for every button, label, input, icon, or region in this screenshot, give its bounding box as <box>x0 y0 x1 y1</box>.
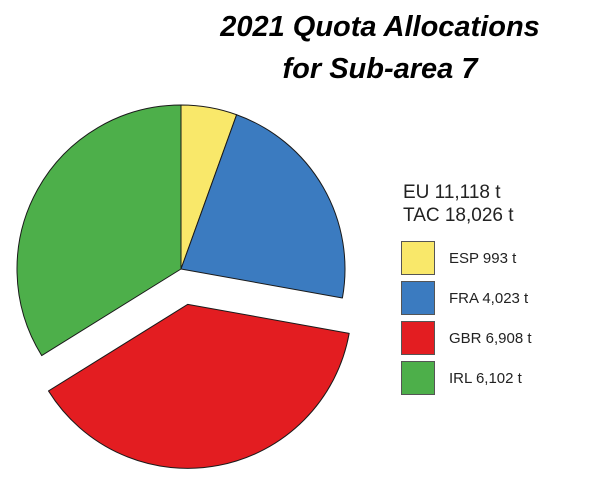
pie-slice-fra <box>180 114 346 299</box>
legend-swatch-fra <box>401 281 435 315</box>
chart-title-line-2: for Sub-area 7 <box>282 53 478 85</box>
totals-block: EU 11,118 t TAC 18,026 t <box>403 181 514 227</box>
legend-label-fra: FRA 4,023 t <box>449 290 529 307</box>
legend-swatch-esp <box>401 241 435 275</box>
pie-slice-irl <box>16 104 182 357</box>
chart-title-line-1: 2021 Quota Allocations <box>220 11 540 43</box>
legend-label-esp: ESP 993 t <box>449 250 517 267</box>
chart-title: 2021 Quota Allocations for Sub-area 7 <box>180 6 580 90</box>
pie-chart <box>16 104 350 469</box>
legend-label-irl: IRL 6,102 t <box>449 370 522 387</box>
legend-swatch-irl <box>401 361 435 395</box>
pie-slice-gbr <box>47 303 350 469</box>
legend-label-gbr: GBR 6,908 t <box>449 330 532 347</box>
legend-swatch-gbr <box>401 321 435 355</box>
eu-total: EU 11,118 t <box>403 182 501 203</box>
tac-total: TAC 18,026 t <box>403 205 514 226</box>
